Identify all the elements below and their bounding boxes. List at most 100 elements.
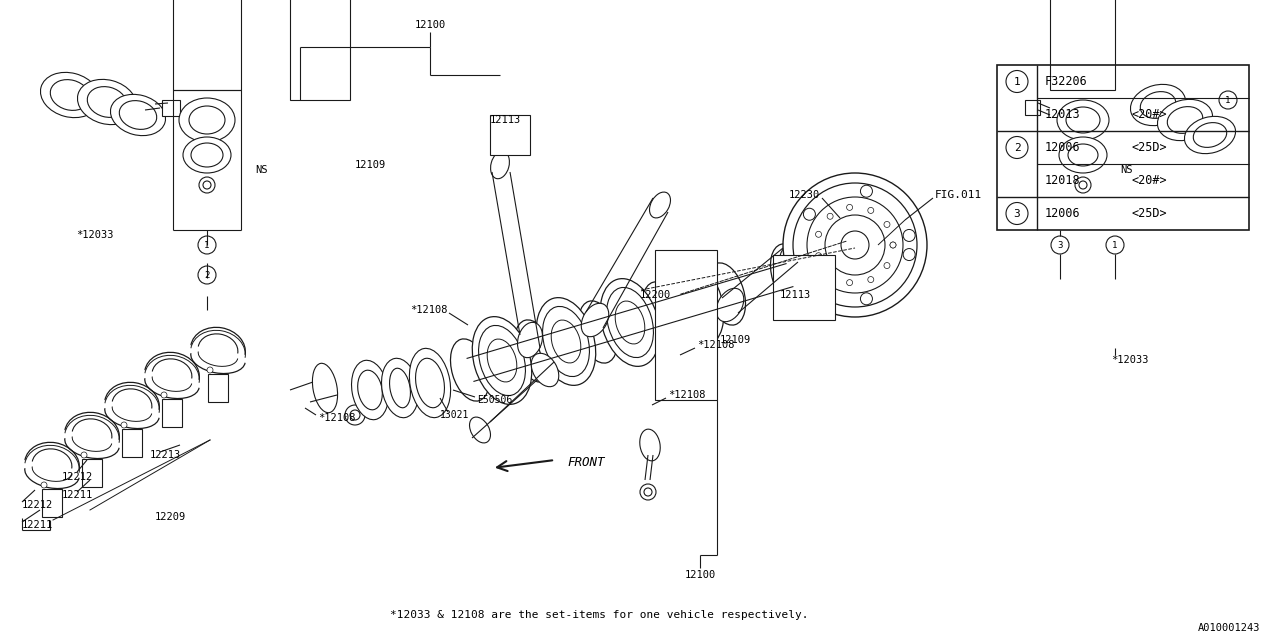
Ellipse shape xyxy=(643,282,681,344)
Ellipse shape xyxy=(826,215,884,275)
Text: 1: 1 xyxy=(1225,95,1230,104)
Ellipse shape xyxy=(600,278,659,366)
Circle shape xyxy=(1075,177,1091,193)
Text: *12108: *12108 xyxy=(698,340,735,350)
Circle shape xyxy=(804,208,815,220)
Text: 12006: 12006 xyxy=(1044,207,1080,220)
Text: 12006: 12006 xyxy=(1044,141,1080,154)
Circle shape xyxy=(198,177,215,193)
Circle shape xyxy=(827,271,833,276)
Circle shape xyxy=(846,204,852,211)
Ellipse shape xyxy=(1057,100,1108,140)
Circle shape xyxy=(1106,236,1124,254)
Text: 12109: 12109 xyxy=(721,335,751,345)
Circle shape xyxy=(161,392,166,398)
Ellipse shape xyxy=(470,417,490,443)
Text: F32206: F32206 xyxy=(1044,75,1088,88)
Text: *12033: *12033 xyxy=(1111,355,1148,365)
Circle shape xyxy=(1006,136,1028,159)
Text: FRONT: FRONT xyxy=(567,456,604,468)
Ellipse shape xyxy=(649,192,671,218)
Ellipse shape xyxy=(664,260,723,348)
Text: *12033 & 12108 are the set-items for one vehicle respectively.: *12033 & 12108 are the set-items for one… xyxy=(390,610,809,620)
Text: <25D>: <25D> xyxy=(1132,207,1167,220)
Text: A010001243: A010001243 xyxy=(1198,623,1260,633)
Ellipse shape xyxy=(1130,84,1185,125)
Circle shape xyxy=(41,482,47,488)
Bar xyxy=(82,459,102,487)
Ellipse shape xyxy=(389,368,411,408)
Text: NS: NS xyxy=(255,165,268,175)
Circle shape xyxy=(868,276,874,283)
Circle shape xyxy=(1219,91,1236,109)
Text: E50506: E50506 xyxy=(477,395,512,405)
Text: 1: 1 xyxy=(205,241,210,250)
Ellipse shape xyxy=(183,137,230,173)
Ellipse shape xyxy=(78,79,137,125)
Text: 2: 2 xyxy=(1014,143,1020,152)
Ellipse shape xyxy=(517,323,543,358)
Ellipse shape xyxy=(794,183,916,307)
Ellipse shape xyxy=(671,268,718,339)
Ellipse shape xyxy=(1184,116,1235,154)
Circle shape xyxy=(815,253,822,259)
Bar xyxy=(291,0,349,100)
Ellipse shape xyxy=(416,358,444,408)
Ellipse shape xyxy=(352,360,388,420)
Ellipse shape xyxy=(783,173,927,317)
Text: *12108: *12108 xyxy=(411,305,448,315)
Bar xyxy=(655,250,717,400)
Ellipse shape xyxy=(579,301,617,363)
Text: 12018: 12018 xyxy=(1044,174,1080,187)
Text: 2: 2 xyxy=(205,271,210,280)
Ellipse shape xyxy=(616,301,645,344)
Ellipse shape xyxy=(640,429,660,461)
Text: 12100: 12100 xyxy=(685,570,716,580)
Ellipse shape xyxy=(312,364,338,413)
Bar xyxy=(773,255,835,320)
Circle shape xyxy=(207,367,212,373)
Text: *12033: *12033 xyxy=(77,230,114,240)
Bar xyxy=(163,399,182,427)
Circle shape xyxy=(860,185,873,197)
Text: FIG.011: FIG.011 xyxy=(934,190,982,200)
Circle shape xyxy=(198,236,216,254)
Circle shape xyxy=(860,292,873,305)
Text: NS: NS xyxy=(1120,165,1133,175)
Circle shape xyxy=(890,242,896,248)
Text: 12113: 12113 xyxy=(490,115,521,125)
Ellipse shape xyxy=(707,263,745,325)
Circle shape xyxy=(884,262,890,269)
Ellipse shape xyxy=(410,348,451,418)
Text: <20#>: <20#> xyxy=(1132,108,1167,121)
Text: 12213: 12213 xyxy=(150,450,182,460)
Ellipse shape xyxy=(189,106,225,134)
Bar xyxy=(490,115,530,155)
Ellipse shape xyxy=(581,303,609,337)
Ellipse shape xyxy=(607,287,654,358)
Text: <20#>: <20#> xyxy=(1132,174,1167,187)
Text: *12108: *12108 xyxy=(668,390,705,400)
Text: 12211: 12211 xyxy=(61,490,93,500)
Bar xyxy=(122,429,142,457)
Circle shape xyxy=(198,266,216,284)
Ellipse shape xyxy=(381,358,419,418)
Circle shape xyxy=(1051,236,1069,254)
Ellipse shape xyxy=(479,325,526,396)
Ellipse shape xyxy=(515,320,553,382)
Ellipse shape xyxy=(1167,107,1203,133)
Ellipse shape xyxy=(780,242,800,268)
Bar xyxy=(163,100,180,116)
Circle shape xyxy=(868,207,874,213)
Bar xyxy=(209,374,228,402)
Circle shape xyxy=(1006,70,1028,93)
Circle shape xyxy=(815,231,822,237)
Ellipse shape xyxy=(1059,137,1107,173)
Ellipse shape xyxy=(536,298,595,385)
Circle shape xyxy=(122,422,127,428)
Circle shape xyxy=(827,213,833,220)
Text: 12209: 12209 xyxy=(155,512,187,522)
Text: 12013: 12013 xyxy=(1044,108,1080,121)
Ellipse shape xyxy=(1157,99,1212,141)
Text: 12212: 12212 xyxy=(61,472,93,482)
